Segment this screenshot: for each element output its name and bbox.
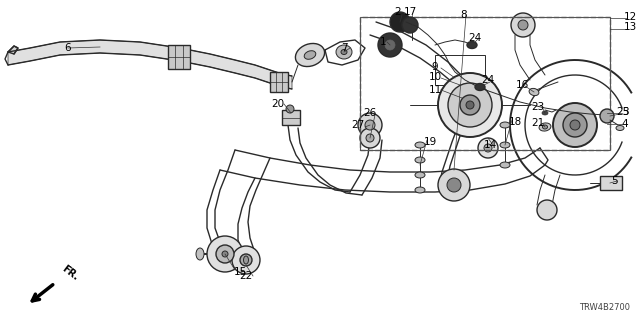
Ellipse shape: [543, 125, 547, 129]
Text: 16: 16: [515, 80, 529, 90]
Text: 6: 6: [65, 43, 71, 53]
Text: 24: 24: [468, 33, 482, 43]
Circle shape: [447, 178, 461, 192]
Text: 8: 8: [461, 10, 467, 20]
Circle shape: [385, 40, 395, 50]
Ellipse shape: [500, 122, 510, 128]
Text: 23: 23: [531, 102, 545, 112]
Circle shape: [563, 113, 587, 137]
Circle shape: [365, 120, 375, 130]
Text: FR.: FR.: [60, 263, 81, 282]
Ellipse shape: [246, 248, 254, 260]
Circle shape: [402, 17, 418, 33]
Circle shape: [570, 120, 580, 130]
Ellipse shape: [336, 45, 352, 59]
Circle shape: [232, 246, 260, 274]
Ellipse shape: [415, 187, 425, 193]
Text: 27: 27: [351, 120, 365, 130]
Circle shape: [358, 113, 382, 137]
Circle shape: [511, 13, 535, 37]
Text: 14: 14: [483, 140, 497, 150]
Text: 11: 11: [428, 85, 442, 95]
Ellipse shape: [616, 125, 624, 131]
Bar: [600, 176, 622, 190]
Ellipse shape: [243, 256, 248, 264]
Text: 22: 22: [239, 271, 253, 281]
Circle shape: [478, 138, 498, 158]
Text: 5: 5: [611, 176, 618, 186]
Text: 26: 26: [364, 108, 376, 118]
Text: TRW4B2700: TRW4B2700: [579, 303, 630, 312]
Bar: [282, 110, 300, 125]
Circle shape: [600, 109, 614, 123]
Ellipse shape: [500, 142, 510, 148]
Circle shape: [222, 251, 228, 257]
Ellipse shape: [475, 84, 485, 91]
Text: 15: 15: [234, 267, 246, 277]
Bar: [360, 17, 610, 150]
Circle shape: [438, 73, 502, 137]
Bar: [435, 55, 485, 85]
Text: 12: 12: [623, 12, 637, 22]
Ellipse shape: [304, 51, 316, 59]
Polygon shape: [8, 46, 18, 54]
Ellipse shape: [542, 111, 548, 115]
Text: 24: 24: [481, 75, 495, 85]
Text: 1: 1: [380, 37, 387, 47]
Ellipse shape: [196, 248, 204, 260]
Text: 20: 20: [271, 99, 285, 109]
Circle shape: [460, 95, 480, 115]
Text: 10: 10: [428, 72, 442, 82]
Text: 21: 21: [531, 118, 545, 128]
Circle shape: [553, 103, 597, 147]
Circle shape: [484, 144, 492, 152]
Circle shape: [207, 236, 243, 272]
Text: 25: 25: [616, 107, 630, 117]
Circle shape: [366, 134, 374, 142]
Ellipse shape: [415, 142, 425, 148]
Circle shape: [240, 254, 252, 266]
Text: 7: 7: [340, 43, 348, 53]
Circle shape: [466, 101, 474, 109]
Text: 19: 19: [424, 137, 436, 147]
Ellipse shape: [500, 162, 510, 168]
Text: 9: 9: [432, 62, 438, 72]
Ellipse shape: [415, 157, 425, 163]
Circle shape: [378, 33, 402, 57]
Text: 3: 3: [621, 107, 628, 117]
Circle shape: [216, 245, 234, 263]
Text: 13: 13: [623, 22, 637, 32]
Text: 18: 18: [508, 117, 522, 127]
Circle shape: [518, 20, 528, 30]
Ellipse shape: [341, 50, 347, 54]
Circle shape: [438, 169, 470, 201]
Circle shape: [286, 105, 294, 113]
Circle shape: [537, 200, 557, 220]
Circle shape: [448, 83, 492, 127]
Bar: [270, 72, 288, 92]
Bar: [168, 45, 190, 69]
Bar: [360, 17, 610, 150]
Circle shape: [360, 128, 380, 148]
Circle shape: [390, 12, 410, 32]
Text: 4: 4: [621, 119, 628, 129]
Ellipse shape: [467, 42, 477, 49]
Ellipse shape: [415, 172, 425, 178]
Polygon shape: [8, 40, 292, 89]
Text: 2: 2: [395, 7, 401, 17]
Text: 17: 17: [403, 7, 417, 17]
Ellipse shape: [408, 21, 416, 27]
Ellipse shape: [296, 44, 324, 67]
Ellipse shape: [529, 88, 539, 96]
Ellipse shape: [539, 123, 551, 131]
